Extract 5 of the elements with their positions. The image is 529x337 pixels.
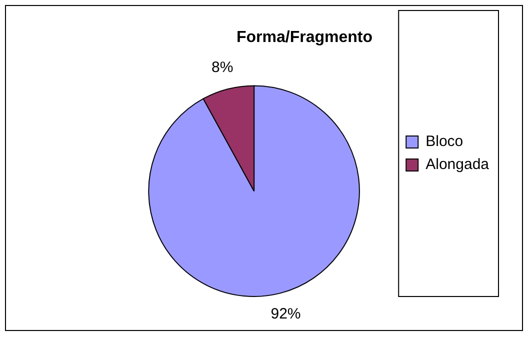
data-label: 92% xyxy=(270,306,301,323)
legend-label: Alongada xyxy=(426,156,490,174)
data-label: 8% xyxy=(212,58,234,76)
legend-label: Bloco xyxy=(426,133,464,150)
chart-title: Forma/Fragmento xyxy=(236,29,373,46)
